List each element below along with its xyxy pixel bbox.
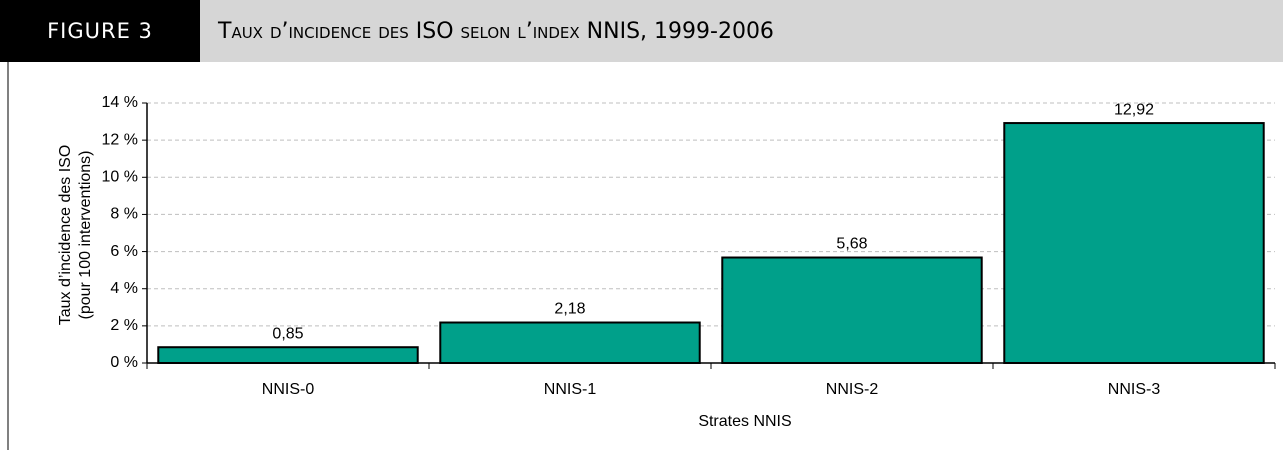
value-label: 0,85 (272, 325, 303, 342)
bar (1003, 122, 1265, 364)
x-tick-label: NNIS-3 (1108, 381, 1161, 398)
y-tick-label: 12 % (102, 131, 138, 148)
value-label: 2,18 (554, 301, 585, 318)
x-tick-label: NNIS-1 (544, 381, 597, 398)
x-tick-label: NNIS-2 (826, 381, 879, 398)
y-tick-label: 2 % (110, 317, 138, 334)
bar (721, 256, 983, 364)
y-tick-label: 0 % (110, 354, 138, 371)
figure-label: FIGURE 3 (47, 19, 153, 43)
value-label: 5,68 (836, 236, 867, 253)
value-label: 12,92 (1114, 101, 1154, 118)
y-tick-label: 4 % (110, 280, 138, 297)
header-bar (0, 0, 1283, 62)
bar (439, 321, 701, 364)
bar (157, 346, 419, 365)
y-axis-label: Taux d’incidence des ISO (57, 145, 74, 326)
y-tick-label: 10 % (102, 169, 138, 186)
y-tick-label: 6 % (110, 243, 138, 260)
y-axis-label: (pour 100 interventions) (77, 151, 94, 320)
header-label-box (0, 0, 200, 62)
chart-title: Taux d’incidence des ISO selon l’index N… (217, 19, 774, 44)
y-tick-label: 14 % (102, 94, 138, 111)
x-axis-label: Strates NNIS (698, 413, 791, 430)
x-tick-label: NNIS-0 (262, 381, 315, 398)
y-tick-label: 8 % (110, 206, 138, 223)
